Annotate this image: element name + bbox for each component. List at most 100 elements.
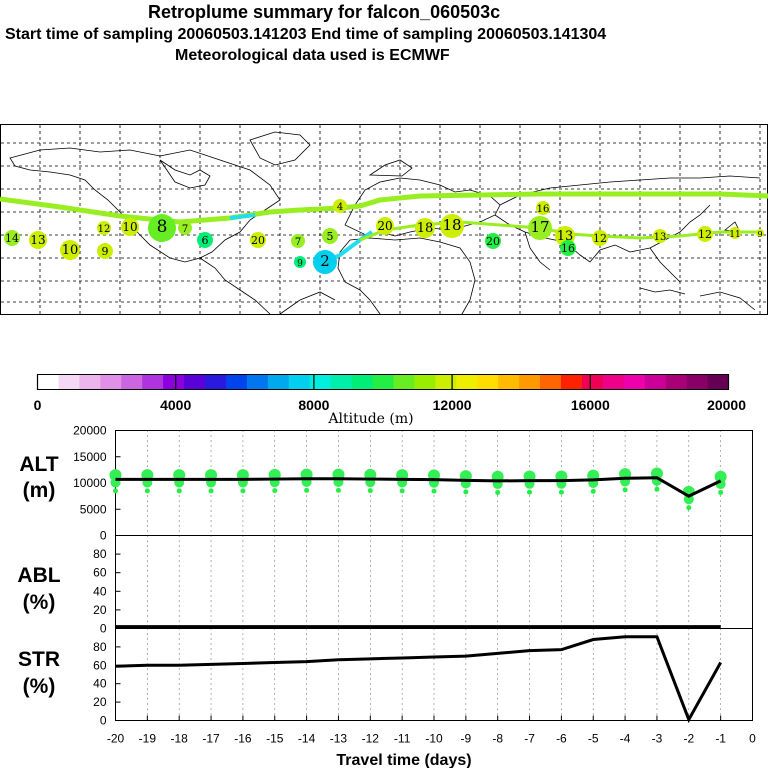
x-tick-label: -18 <box>171 732 189 746</box>
y-tick-label: 20 <box>93 603 107 617</box>
cluster-number: 18 <box>442 216 461 234</box>
cluster-number: 13 <box>30 233 45 247</box>
x-tick-label: -5 <box>588 732 599 746</box>
colorbar-cell <box>686 374 709 390</box>
altitude-blob <box>495 489 501 495</box>
colorbar-cell <box>372 374 394 390</box>
cluster-number: 9 <box>757 230 762 239</box>
cluster-marker: 10 <box>60 240 80 260</box>
cluster-marker: 16 <box>536 201 550 215</box>
cluster-number: 10 <box>62 243 79 258</box>
cluster-circle <box>697 226 713 242</box>
colorbar-cell <box>644 374 667 390</box>
y-tick-label: 60 <box>93 566 107 580</box>
cluster-circle <box>148 214 176 242</box>
cluster-marker: 7 <box>291 234 305 248</box>
altitude-blob <box>431 488 437 494</box>
colorbar-cell <box>351 374 374 390</box>
y-tick-label: 20 <box>93 695 107 709</box>
y-tick-label: 0 <box>100 529 107 543</box>
cluster-marker: 12 <box>97 221 111 235</box>
colorbar-cell <box>58 374 80 390</box>
x-tick-label: -11 <box>394 732 411 746</box>
colorbar-cell <box>246 374 269 390</box>
altitude-blob <box>113 488 118 494</box>
altitude-blob <box>718 489 724 495</box>
cluster-marker: 16 <box>560 240 576 256</box>
colorbar-cell <box>477 374 499 390</box>
cluster-circle <box>333 199 347 213</box>
colorbar-cell <box>540 374 562 390</box>
cluster-marker: 9 <box>294 256 306 269</box>
altitude-blob <box>558 489 564 495</box>
world-map: 14 13 10 9 12 10 8 7 6 20 7 5 4 2 9 20 18 18 20 17 13 16 16 12 1… <box>0 124 768 315</box>
cluster-circle <box>294 256 306 268</box>
cluster-marker: 11 <box>729 227 741 240</box>
panel-abl: 0 20 40 60 80 ABL (%) <box>17 535 753 636</box>
altitude-blob <box>683 494 694 505</box>
cluster-marker: 8 <box>148 214 176 242</box>
cluster-marker: 7 <box>178 221 192 235</box>
cluster-marker: 12 <box>697 226 713 242</box>
y-tick-label: 40 <box>93 677 107 691</box>
colorbar-cell <box>623 374 646 390</box>
panel-unit: (%) <box>23 675 56 698</box>
x-tick-label: -15 <box>266 732 284 746</box>
cluster-circle <box>29 231 47 249</box>
colorbar-cell <box>79 374 101 390</box>
altitude-blob <box>208 488 214 494</box>
cluster-marker: 20 <box>485 233 501 249</box>
altitude-blob <box>367 488 373 494</box>
panel-unit: (m) <box>23 479 56 502</box>
cluster-marker: 20 <box>376 217 394 235</box>
x-tick-label: -3 <box>652 732 663 746</box>
x-tick-label: -13 <box>330 732 348 746</box>
x-tick-label: -19 <box>139 732 157 746</box>
cluster-circle <box>291 234 305 248</box>
panel-frame <box>115 535 753 629</box>
cluster-marker: 10 <box>121 218 139 236</box>
y-tick-label: 0 <box>100 622 107 636</box>
x-tick-label: -7 <box>524 732 535 746</box>
cluster-marker: 5 <box>322 228 338 244</box>
altitude-blob <box>622 487 628 493</box>
x-tick-label: -2 <box>683 732 694 746</box>
cluster-marker: 13 <box>29 231 47 249</box>
cluster-number: 12 <box>98 224 111 235</box>
altitude-blob <box>240 488 246 494</box>
colorbar-cell <box>37 374 59 390</box>
cluster-circle <box>376 217 394 235</box>
cluster-circle <box>592 230 608 246</box>
colorbar-cell <box>142 374 164 390</box>
panel-alt: 0 5000 10000 15000 20000 ALT (m) <box>19 424 753 543</box>
colorbar-cell <box>309 374 332 390</box>
x-tick-label: -16 <box>234 732 252 746</box>
cluster-marker: 9 <box>756 229 764 239</box>
cluster-circle <box>197 232 213 248</box>
colorbar-tick-label: 12000 <box>433 397 472 413</box>
map-graticule <box>1 125 767 314</box>
x-tick-label: -6 <box>556 732 567 746</box>
y-tick-label: 15000 <box>73 450 107 464</box>
altitude-colorbar: 0 4000 8000 12000 16000 20000 Altitude (m) <box>34 374 746 427</box>
series-line <box>115 476 722 498</box>
colorbar-cell <box>184 374 206 390</box>
y-tick-label: 10000 <box>73 476 107 490</box>
y-tick-label: 40 <box>93 584 107 598</box>
x-tick-label: -1 <box>715 732 726 746</box>
colorbar-cell <box>267 374 290 390</box>
cluster-marker: 12 <box>592 230 608 246</box>
cluster-number: 13 <box>654 232 667 243</box>
panel-label: ALT <box>19 453 58 476</box>
cluster-circle <box>178 221 192 235</box>
colorbar-cell <box>707 374 729 390</box>
cluster-marker: 18 <box>440 214 464 238</box>
cluster-circle <box>536 201 550 215</box>
altitude-blob <box>304 487 310 493</box>
cluster-number: 20 <box>486 235 500 248</box>
series-line <box>115 635 722 724</box>
cluster-circle <box>653 229 667 243</box>
cluster-number: 16 <box>561 242 575 255</box>
chart-title: Retroplume summary for falcon_060503c <box>148 2 501 22</box>
